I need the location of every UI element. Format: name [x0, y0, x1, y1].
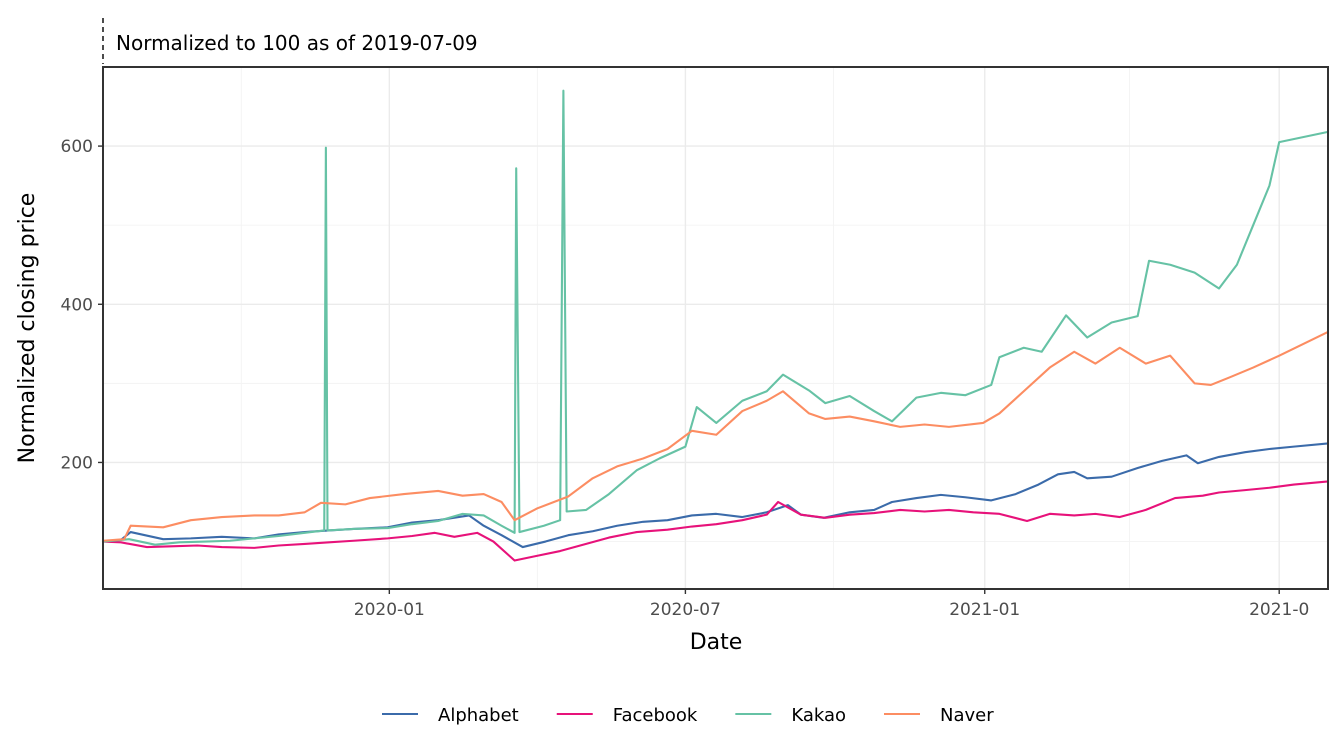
- legend-label-facebook: Facebook: [613, 705, 698, 726]
- grid-lines: [103, 66, 1328, 589]
- y-axis-title: Normalized closing price: [15, 193, 40, 464]
- y-tick-label: 200: [61, 453, 93, 473]
- series-lines: [101, 89, 1330, 562]
- legend-label-alphabet: Alphabet: [438, 705, 519, 726]
- x-tick-label: 2020-07: [650, 600, 721, 620]
- chart-subtitle: Normalized to 100 as of 2019-07-09: [116, 31, 478, 55]
- y-tick-label: 400: [61, 295, 93, 315]
- series-line-alphabet: [101, 442, 1330, 549]
- series-line-facebook: [101, 480, 1330, 562]
- series-line-kakao: [101, 89, 1330, 546]
- y-tick-label: 600: [61, 137, 93, 157]
- legend: Alphabet Facebook Kakao Naver: [382, 705, 994, 726]
- axes: 200 400 600 2020-01 2020-07 2021-01 2021-0: [61, 137, 1310, 620]
- legend-label-naver: Naver: [940, 705, 994, 726]
- x-tick-label: 2021-01: [949, 600, 1020, 620]
- x-axis-title: Date: [690, 630, 743, 655]
- legend-label-kakao: Kakao: [791, 705, 846, 726]
- plot-panel: [102, 66, 1329, 590]
- x-tick-label: 2021-0: [1249, 600, 1309, 620]
- x-tick-label: 2020-01: [354, 600, 425, 620]
- series-line-naver: [101, 330, 1330, 542]
